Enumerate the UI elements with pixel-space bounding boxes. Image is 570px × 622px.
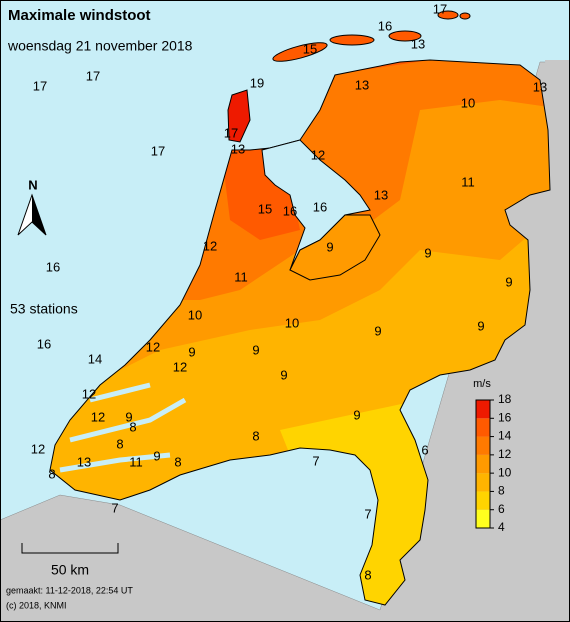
island [388, 30, 422, 42]
station-value: 17 [33, 78, 47, 93]
station-value: 9 [505, 274, 512, 289]
station-value: 7 [364, 506, 371, 521]
station-value: 9 [125, 409, 132, 424]
texel [227, 89, 251, 143]
station-value: 9 [374, 323, 381, 338]
legend-band [476, 454, 490, 474]
legend-tick-label: 16 [498, 410, 512, 424]
station-value: 15 [258, 201, 272, 216]
station-value: 12 [31, 441, 45, 456]
station-value: 8 [116, 436, 123, 451]
station-value: 16 [46, 259, 60, 274]
legend-band [476, 400, 490, 419]
station-value: 16 [37, 336, 51, 351]
station-value: 13 [355, 77, 369, 92]
germany [380, 60, 570, 622]
station-value: 11 [461, 174, 475, 189]
station-value: 8 [129, 419, 136, 434]
scale-label: 50 km [51, 562, 89, 578]
station-value: 9 [424, 245, 431, 260]
station-value: 17 [224, 125, 238, 140]
station-value: 17 [151, 143, 165, 158]
subtitle: woensdag 21 november 2018 [7, 38, 193, 54]
island [329, 34, 375, 46]
flevoland [289, 214, 381, 281]
station-value: 8 [48, 466, 55, 481]
station-value: 10 [188, 307, 202, 322]
station-value: 12 [82, 386, 96, 401]
station-value: 7 [111, 500, 118, 515]
station-value: 9 [477, 318, 484, 333]
station-value: 13 [77, 454, 91, 469]
legend-tick-label: 4 [498, 520, 505, 534]
legend-box [475, 399, 491, 529]
zeeland-water [59, 382, 187, 473]
island [459, 12, 471, 20]
station-value: 13 [533, 79, 547, 94]
footer-line: (c) 2018, KNMI [6, 600, 67, 610]
station-value: 9 [326, 239, 333, 254]
station-value: 14 [88, 351, 102, 366]
station-value: 9 [280, 367, 287, 382]
legend-band [476, 436, 490, 455]
station-value: 16 [283, 203, 297, 218]
station-count: 53 stations [10, 301, 78, 317]
station-value: 10 [461, 95, 475, 110]
north-label: N [28, 177, 37, 192]
legend-tick-label: 6 [498, 502, 505, 516]
station-value: 9 [353, 407, 360, 422]
station-value: 17 [86, 68, 100, 83]
station-value: 16 [313, 199, 327, 214]
legend-tick-label: 18 [498, 392, 512, 406]
legend-band [476, 491, 490, 510]
channel [89, 382, 151, 403]
station-value: 10 [285, 315, 299, 330]
legend-tick-label: 14 [498, 429, 512, 443]
station-value: 13 [411, 36, 425, 51]
scale-bar [21, 543, 119, 554]
station-value: 12 [173, 359, 187, 374]
station-value: 6 [421, 442, 428, 457]
title: Maximale windstoot [8, 7, 151, 24]
station-value: 8 [364, 567, 371, 582]
station-value: 11 [129, 454, 143, 469]
station-value: 8 [174, 454, 181, 469]
station-value: 9 [188, 344, 195, 359]
legend-tick-label: 10 [498, 465, 512, 479]
station-value: 15 [303, 41, 317, 56]
footer-line: gemaakt: 11-12-2018, 22:54 UT [6, 585, 133, 595]
station-value: 16 [378, 18, 392, 33]
nl-outline [49, 59, 551, 606]
station-value: 9 [153, 448, 160, 463]
legend-band [476, 473, 490, 492]
station-value: 7 [312, 453, 319, 468]
station-value: 13 [374, 187, 388, 202]
legend-tick-label: 8 [498, 484, 505, 498]
legend-band [476, 418, 490, 437]
station-value: 8 [252, 428, 259, 443]
station-value: 11 [234, 269, 248, 284]
north-arrow-half [32, 195, 46, 235]
island [437, 10, 459, 20]
island [272, 42, 328, 62]
station-value: 12 [311, 147, 325, 162]
legend-band [476, 509, 490, 528]
station-value: 17 [433, 1, 447, 16]
channel [69, 397, 187, 443]
station-value: 19 [250, 75, 264, 90]
station-value: 12 [203, 238, 217, 253]
zone [220, 140, 300, 240]
station-value: 12 [146, 339, 160, 354]
legend-unit: m/s [473, 378, 491, 390]
legend-tick-label: 12 [498, 447, 512, 461]
station-value: 9 [252, 342, 259, 357]
channel [59, 452, 171, 473]
station-value: 13 [231, 141, 245, 156]
station-value: 12 [91, 409, 105, 424]
